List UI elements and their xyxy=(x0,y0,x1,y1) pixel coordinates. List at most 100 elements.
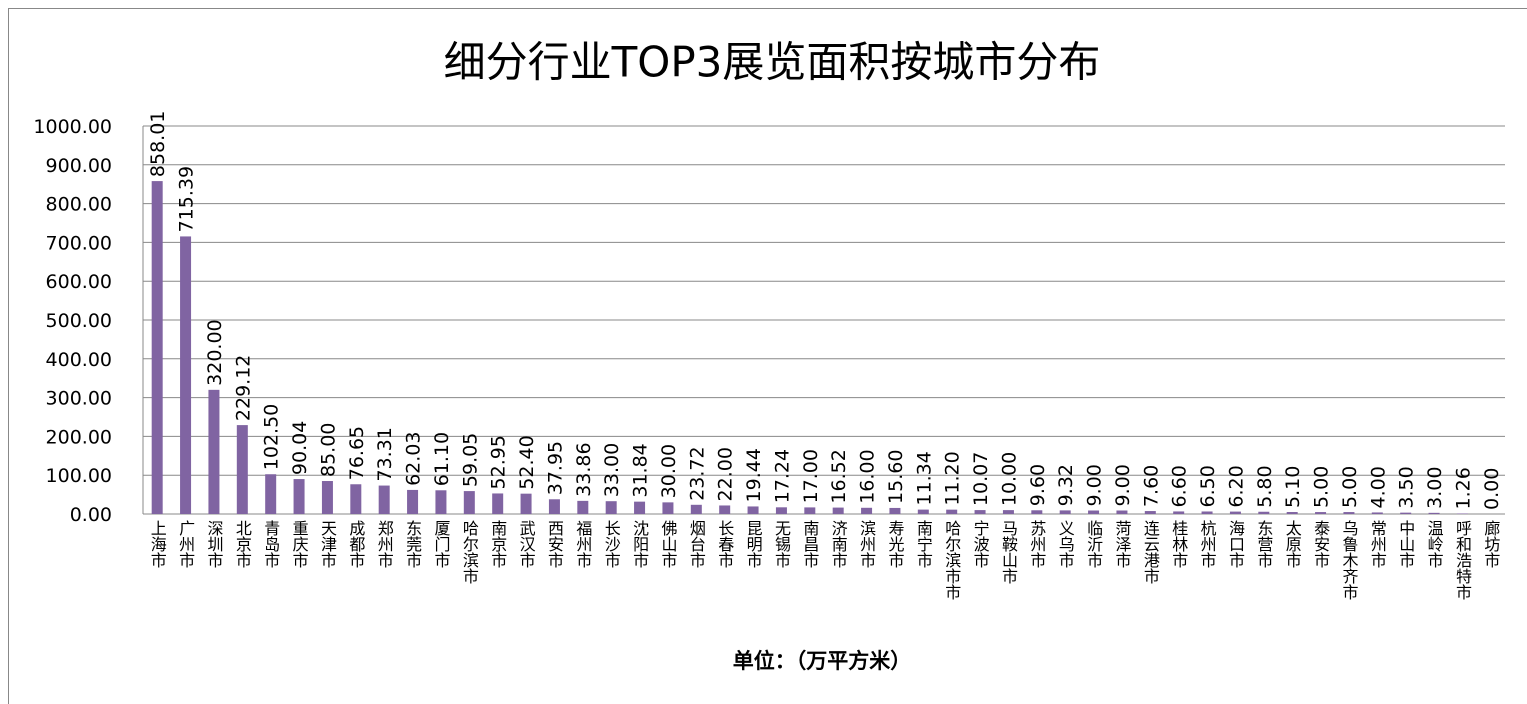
value-label: 22.00 xyxy=(715,447,737,501)
bar xyxy=(605,501,617,514)
bar xyxy=(151,181,163,515)
x-tick-label: 哈尔滨市 xyxy=(460,520,479,584)
x-tick-label: 呼和浩特市 xyxy=(1453,520,1472,600)
bar xyxy=(946,509,958,514)
x-tick-label: 郑州市 xyxy=(375,520,394,568)
value-label: 61.10 xyxy=(431,432,453,486)
value-label: 15.60 xyxy=(885,450,907,504)
bar xyxy=(492,493,504,514)
value-label: 4.00 xyxy=(1367,466,1389,508)
value-label: 52.40 xyxy=(516,435,538,489)
value-label: 90.04 xyxy=(289,421,311,475)
value-label: 16.52 xyxy=(828,449,850,503)
x-tick-label: 昆明市 xyxy=(744,520,763,568)
value-label: 6.50 xyxy=(1197,465,1219,507)
x-tick-label: 中山市 xyxy=(1396,520,1415,568)
chart-frame xyxy=(8,8,1527,704)
bar xyxy=(435,490,447,514)
x-tick-label: 西安市 xyxy=(545,520,564,568)
y-tick-label: 900.00 xyxy=(46,155,112,177)
bar xyxy=(548,499,560,514)
value-label: 5.00 xyxy=(1339,466,1361,508)
value-label: 10.07 xyxy=(970,452,992,506)
value-label: 85.00 xyxy=(317,423,339,477)
bar xyxy=(1059,510,1071,514)
x-tick-label: 重庆市 xyxy=(290,520,309,568)
bar xyxy=(1315,512,1327,514)
value-label: 23.72 xyxy=(686,446,708,500)
x-tick-label: 福州市 xyxy=(573,520,592,568)
x-tick-label: 长沙市 xyxy=(602,520,621,568)
bar xyxy=(577,500,589,514)
value-label: 76.65 xyxy=(346,426,368,480)
bar xyxy=(1002,510,1014,514)
value-label: 9.32 xyxy=(1055,464,1077,506)
x-tick-label: 武汉市 xyxy=(517,520,536,568)
bar xyxy=(407,489,419,514)
x-tick-label: 宁波市 xyxy=(971,520,990,568)
bar xyxy=(520,493,532,514)
bar xyxy=(180,236,192,514)
bar xyxy=(236,425,248,514)
bar xyxy=(974,510,986,514)
bar xyxy=(350,484,362,514)
y-tick-label: 0.00 xyxy=(70,504,112,526)
value-label: 37.95 xyxy=(544,441,566,495)
y-tick-label: 800.00 xyxy=(46,194,112,216)
x-tick-label: 海口市 xyxy=(1226,520,1245,568)
y-tick-label: 400.00 xyxy=(46,349,112,371)
value-label: 17.24 xyxy=(771,449,793,503)
value-label: 6.20 xyxy=(1225,465,1247,507)
value-label: 59.05 xyxy=(459,433,481,487)
x-tick-label: 连云港市 xyxy=(1141,520,1160,584)
x-tick-label: 苏州市 xyxy=(1027,520,1046,568)
value-label: 11.34 xyxy=(913,451,935,505)
bar xyxy=(463,491,475,514)
value-label: 30.00 xyxy=(658,444,680,498)
bar xyxy=(889,507,901,514)
bar xyxy=(1088,510,1100,514)
x-tick-label: 南京市 xyxy=(488,520,507,568)
x-tick-label: 佛山市 xyxy=(658,520,677,568)
value-label: 9.60 xyxy=(1027,464,1049,506)
x-tick-label: 马鞍山市 xyxy=(999,520,1018,584)
y-tick-label: 100.00 xyxy=(46,465,112,487)
x-tick-label: 成都市 xyxy=(346,520,365,568)
bar xyxy=(634,501,646,514)
value-label: 3.00 xyxy=(1424,467,1446,509)
bar xyxy=(1258,511,1270,514)
bar xyxy=(775,507,787,514)
bar xyxy=(747,506,759,514)
x-tick-label: 太原市 xyxy=(1283,520,1302,568)
x-tick-label: 南昌市 xyxy=(800,520,819,568)
bar xyxy=(662,502,674,514)
bar xyxy=(321,481,333,514)
x-tick-label: 廊坊市 xyxy=(1481,520,1500,568)
value-label: 73.31 xyxy=(374,427,396,481)
x-tick-label: 青岛市 xyxy=(261,520,280,568)
value-label: 229.12 xyxy=(232,355,254,421)
x-tick-label: 常州市 xyxy=(1368,520,1387,568)
value-label: 5.80 xyxy=(1254,465,1276,507)
y-tick-label: 200.00 xyxy=(46,426,112,448)
y-tick-label: 500.00 xyxy=(46,310,112,332)
bar xyxy=(1343,512,1355,514)
x-tick-label: 厦门市 xyxy=(431,520,450,568)
bar xyxy=(1400,512,1412,514)
x-tick-label: 乌鲁木齐市 xyxy=(1339,520,1358,600)
value-label: 52.95 xyxy=(488,435,510,489)
x-tick-label: 寿光市 xyxy=(885,520,904,568)
value-label: 9.00 xyxy=(1112,464,1134,506)
bar xyxy=(1116,510,1128,514)
x-tick-label: 菏泽市 xyxy=(1112,520,1131,568)
x-tick-label: 东莞市 xyxy=(403,520,422,568)
chart-title: 细分行业TOP3展览面积按城市分布 xyxy=(444,38,1101,87)
bar xyxy=(378,485,390,514)
value-label: 715.39 xyxy=(176,166,198,232)
x-tick-label: 南宁市 xyxy=(914,520,933,568)
x-tick-label: 东营市 xyxy=(1254,520,1273,568)
y-tick-label: 600.00 xyxy=(46,271,112,293)
value-label: 9.00 xyxy=(1084,464,1106,506)
bar xyxy=(1031,510,1043,514)
